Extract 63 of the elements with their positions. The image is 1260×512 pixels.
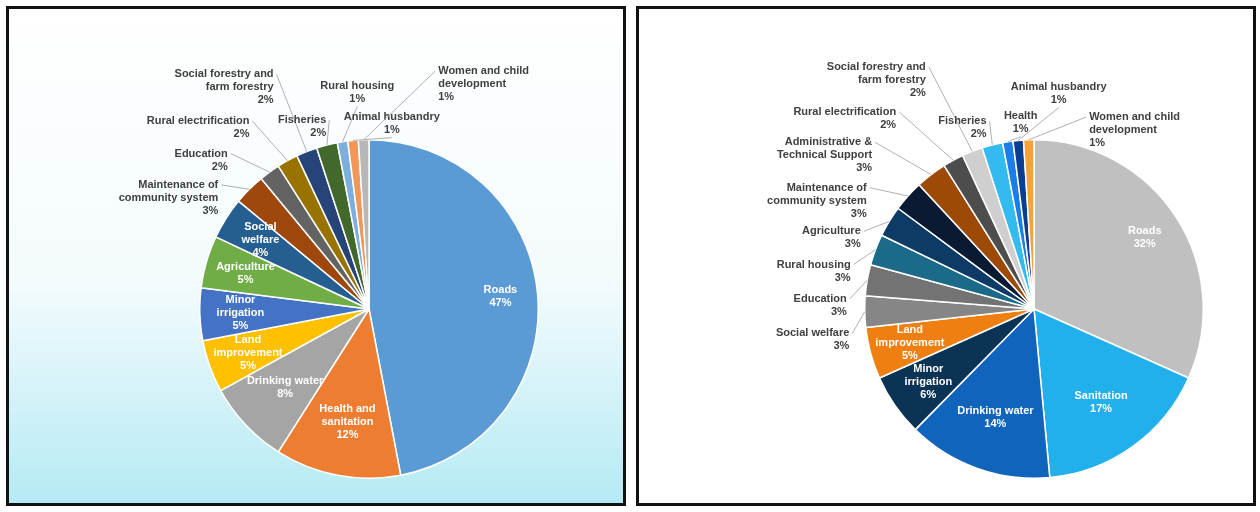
slice-label: Drinking water (246, 374, 325, 387)
data-label: 5% (237, 272, 254, 285)
data-label: 6% (920, 388, 937, 401)
data-label: 5% (240, 358, 257, 371)
data-label: 4% (252, 246, 269, 259)
slice-label: Fisheries (938, 114, 987, 127)
slice-label: Roads (483, 283, 518, 296)
slice-label: Agriculture (216, 259, 275, 272)
data-label: 2% (233, 127, 250, 140)
data-label: 1% (1050, 92, 1067, 105)
data-label: 2% (880, 117, 897, 130)
slice-label: Agriculture (802, 224, 861, 237)
slice-label: Drinking water (957, 403, 1035, 416)
data-label: 5% (232, 319, 249, 332)
slice-label: Rural housing (776, 257, 851, 270)
data-label: 3% (202, 203, 219, 216)
slice-label: Social forestry and farm forestry (174, 67, 275, 93)
slice-label: Maintenance of community system (767, 180, 868, 206)
slice-label: Rural electrification (793, 104, 897, 117)
data-label: 3% (833, 339, 850, 352)
slice-label: Social welfare (775, 326, 850, 339)
data-label: 17% (1090, 402, 1113, 415)
slice-label: Fisheries (277, 113, 327, 126)
slice-label: Sanitation (1074, 389, 1128, 402)
data-label: 3% (834, 270, 851, 283)
slice-label: Education (793, 291, 848, 304)
slice-label: Administrative & Technical Support (776, 135, 873, 161)
data-label: 2% (970, 127, 987, 140)
slice-label: Animal husbandry (1010, 79, 1108, 92)
data-label: 14% (984, 416, 1007, 429)
data-label: 32% (1133, 236, 1156, 249)
slice-label: Women and child development (1089, 110, 1180, 136)
data-label: 3% (856, 161, 873, 174)
data-label: 2% (310, 126, 327, 139)
data-label: 12% (336, 428, 359, 441)
data-label: 2% (211, 159, 228, 172)
data-label: 3% (850, 206, 867, 219)
slice-label: Rural housing (320, 78, 395, 91)
slice-label: Social forestry and farm forestry (826, 60, 927, 86)
data-label: 2% (257, 93, 274, 106)
slice-label: Education (174, 146, 229, 159)
slice-label: Land improvement (875, 322, 945, 348)
data-label: 1% (349, 91, 366, 104)
slice-label: Women and child development (438, 64, 530, 90)
data-label: 3% (844, 237, 861, 250)
slice-label: Rural electrification (146, 114, 250, 127)
data-label: 5% (901, 348, 918, 361)
data-label: 3% (830, 304, 847, 317)
data-label: 2% (909, 86, 927, 99)
slice-label: Minor irrigation (904, 362, 953, 388)
data-label: 1% (438, 90, 455, 103)
data-label: 1% (1012, 121, 1029, 134)
slice-label: Maintenance of community system (118, 177, 219, 203)
data-label: 47% (489, 296, 512, 309)
slice-label: Minor irrigation (216, 293, 265, 319)
data-label: 1% (383, 122, 401, 135)
data-label: 8% (277, 387, 294, 400)
slice-label: Land improvement (213, 332, 283, 358)
slice-label: Health and sanitation (319, 402, 376, 428)
slice-label: Health (1003, 108, 1038, 121)
slice-label: Animal husbandry (343, 109, 441, 122)
slice-label: Roads (1127, 223, 1162, 236)
data-label: 1% (1089, 136, 1106, 149)
